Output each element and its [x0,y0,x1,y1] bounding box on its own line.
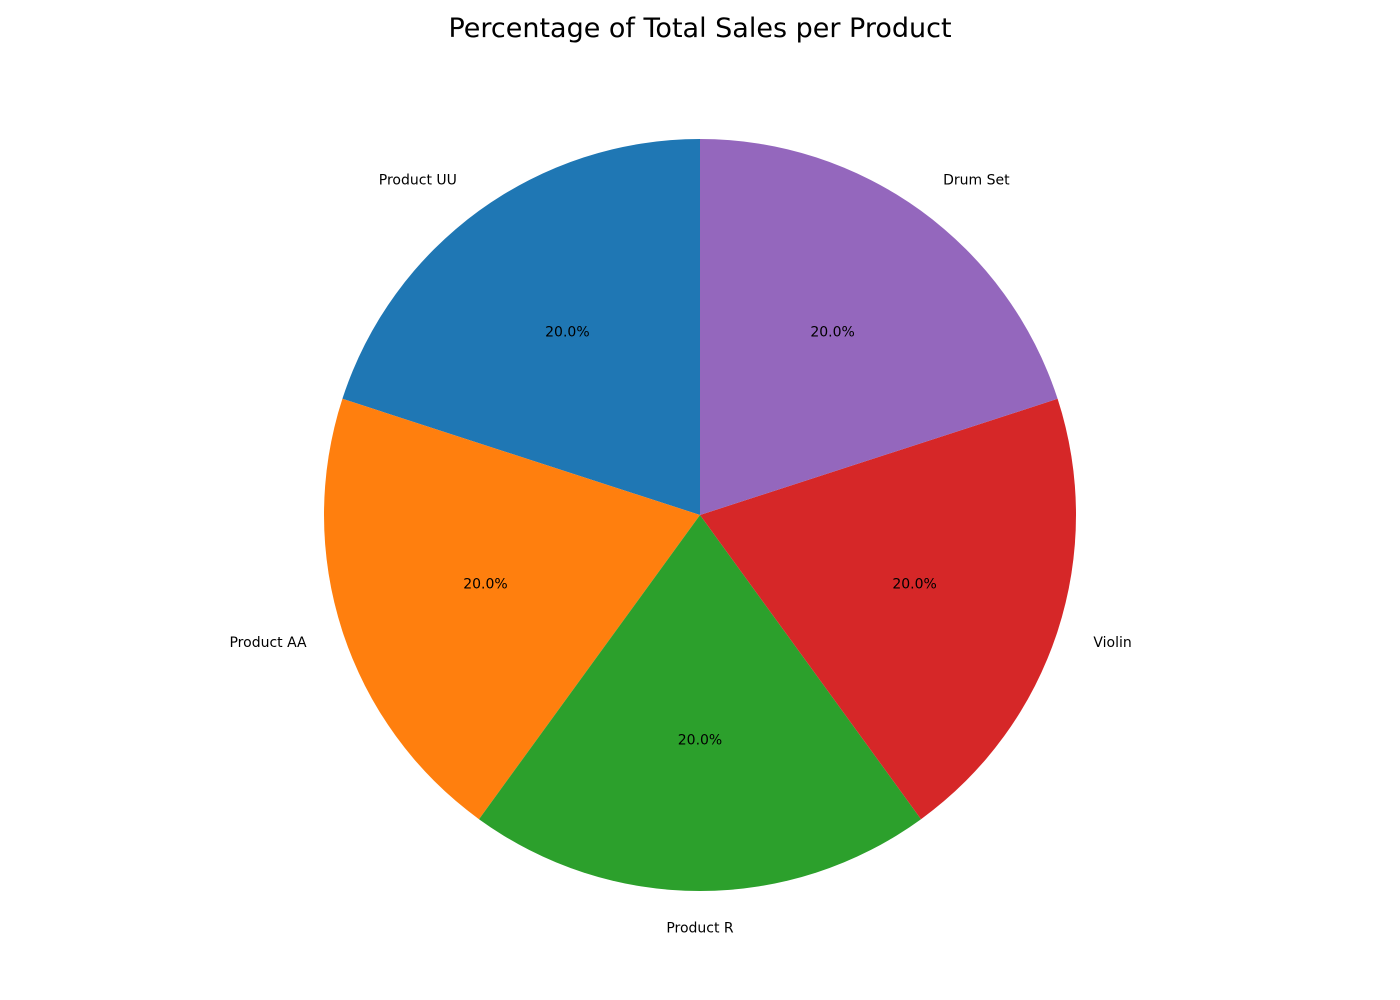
slice-label-4: Drum Set [943,172,1010,188]
slice-percent-2: 20.0% [678,733,722,749]
slice-percent-3: 20.0% [892,577,936,593]
slice-label-3: Violin [1093,635,1131,651]
slice-percent-1: 20.0% [463,577,507,593]
slice-label-0: Product UU [379,172,457,188]
pie-slice-2 [478,515,922,891]
slice-label-2: Product R [666,921,734,937]
pie-slice-0 [342,139,700,515]
pie-slice-4 [700,139,1058,515]
slice-percent-4: 20.0% [810,324,854,340]
chart-title: Percentage of Total Sales per Product [448,13,951,44]
slice-percent-0: 20.0% [545,324,589,340]
slice-label-1: Product AA [229,635,307,651]
pie-slice-1 [324,398,700,820]
pie-slices [324,139,1076,891]
pie-labels: Product UU 20.0% Product AA 20.0% Product R 2… [229,172,1131,936]
pie-slice-3 [700,398,1076,820]
